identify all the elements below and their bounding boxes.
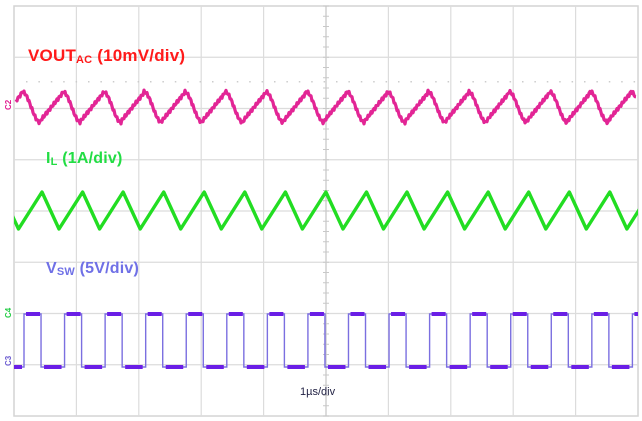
switch-voltage-label: VSW (5V/div) (46, 260, 140, 278)
channel-c4-marker: C4 (4, 307, 13, 318)
timebase-label: 1µs/div (300, 386, 336, 398)
plot-grid (13, 5, 639, 417)
plot-traces (14, 88, 638, 369)
channel-c3-marker: C3 (4, 355, 13, 366)
channel-c2-marker: C2 (4, 99, 13, 110)
inductor-current-label: IL (1A/div) (46, 150, 123, 168)
vout-ac-label: VOUTAC (10mV/div) (28, 46, 186, 66)
